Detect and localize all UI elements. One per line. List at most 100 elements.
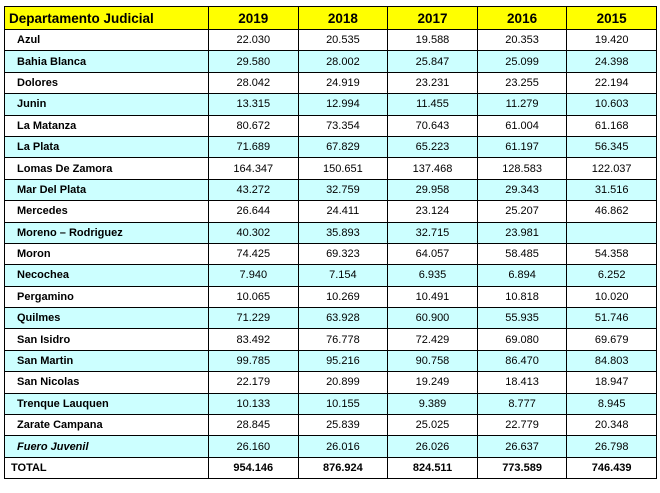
table-row: Moreno – Rodriguez 40.302 35.893 32.715 23.9… xyxy=(4,221,657,244)
table-row: Dolores 28.042 24.919 23.231 23.255 22.194 xyxy=(4,71,657,95)
table-row: Quilmes 71.229 63.928 60.900 55.935 51.746 xyxy=(4,307,657,330)
department-name-cell: La Matanza xyxy=(4,114,209,137)
value-cell: 25.207 xyxy=(476,200,568,223)
value-cell: 10.065 xyxy=(208,285,299,309)
value-cell: 61.197 xyxy=(476,135,568,159)
value-cell: 6.894 xyxy=(476,264,568,287)
header-row: Departamento Judicial 2019 2018 2017 201… xyxy=(4,6,657,30)
value-cell: 99.785 xyxy=(208,349,299,373)
value-cell: 83.492 xyxy=(208,328,299,351)
value-cell: 32.715 xyxy=(387,221,478,244)
value-cell: 25.847 xyxy=(387,50,478,73)
value-cell: 64.057 xyxy=(387,242,478,266)
value-cell: 128.583 xyxy=(476,157,568,180)
value-cell: 20.899 xyxy=(297,371,389,394)
value-cell: 25.099 xyxy=(476,50,568,73)
value-cell: 60.900 xyxy=(387,307,478,330)
table-row: Necochea 7.940 7.154 6.935 6.894 6.252 xyxy=(4,264,657,287)
value-cell: 70.643 xyxy=(387,114,478,137)
table-row: Azul 22.030 20.535 19.588 20.353 19.420 xyxy=(4,28,657,52)
value-cell: 24.411 xyxy=(297,200,389,223)
value-cell: 26.016 xyxy=(297,435,389,458)
department-name-cell: Bahia Blanca xyxy=(4,50,209,73)
table-row: La Plata 71.689 67.829 65.223 61.197 56.345 xyxy=(4,135,657,159)
department-name-cell: San Martin xyxy=(4,349,209,373)
value-cell: 824.511 xyxy=(387,456,478,480)
value-cell: 10.491 xyxy=(387,285,478,309)
value-cell: 8.945 xyxy=(566,392,657,416)
table-row: Lomas De Zamora 164.347 150.651 137.468 128.… xyxy=(4,157,657,180)
value-cell: 29.958 xyxy=(387,178,478,202)
column-header-year: 2017 xyxy=(387,6,478,30)
value-cell: 72.429 xyxy=(387,328,478,351)
value-cell: 32.759 xyxy=(297,178,389,202)
value-cell: 12.994 xyxy=(297,93,389,116)
department-name-cell: Azul xyxy=(4,28,209,52)
department-name-cell: Quilmes xyxy=(4,307,209,330)
value-cell: 80.672 xyxy=(208,114,299,137)
column-header-year: 2015 xyxy=(566,6,657,30)
value-cell: 10.269 xyxy=(297,285,389,309)
value-cell: 6.935 xyxy=(387,264,478,287)
value-cell: 71.689 xyxy=(208,135,299,159)
value-cell: 10.020 xyxy=(566,285,657,309)
value-cell: 35.893 xyxy=(297,221,389,244)
value-cell: 22.779 xyxy=(476,414,568,437)
value-cell: 61.004 xyxy=(476,114,568,137)
value-cell: 773.589 xyxy=(476,456,568,480)
value-cell: 954.146 xyxy=(208,456,299,480)
judicial-departments-table-wrapper: Departamento Judicial 2019 2018 2017 201… xyxy=(4,6,657,480)
value-cell: 43.272 xyxy=(208,178,299,202)
value-cell: 19.420 xyxy=(566,28,657,52)
value-cell: 26.644 xyxy=(208,200,299,223)
value-cell: 95.216 xyxy=(297,349,389,373)
value-cell: 31.516 xyxy=(566,178,657,202)
department-name-cell: Junin xyxy=(4,93,209,116)
value-cell: 10.155 xyxy=(297,392,389,416)
value-cell: 58.485 xyxy=(476,242,568,266)
value-cell: 67.829 xyxy=(297,135,389,159)
value-cell: 9.389 xyxy=(387,392,478,416)
value-cell: 18.413 xyxy=(476,371,568,394)
value-cell: 164.347 xyxy=(208,157,299,180)
value-cell: 40.302 xyxy=(208,221,299,244)
value-cell: 7.940 xyxy=(208,264,299,287)
table-row: Mar Del Plata 43.272 32.759 29.958 29.343 31.… xyxy=(4,178,657,202)
table-row: Zarate Campana 28.845 25.839 25.025 22.779 20… xyxy=(4,414,657,437)
value-cell: 90.758 xyxy=(387,349,478,373)
value-cell: 71.229 xyxy=(208,307,299,330)
value-cell: 122.037 xyxy=(566,157,657,180)
value-cell: 86.470 xyxy=(476,349,568,373)
value-cell: 6.252 xyxy=(566,264,657,287)
value-cell: 876.924 xyxy=(297,456,389,480)
table-row: Bahia Blanca 29.580 28.002 25.847 25.099 24.3… xyxy=(4,50,657,73)
value-cell: 11.279 xyxy=(476,93,568,116)
value-cell: 63.928 xyxy=(297,307,389,330)
value-cell: 19.588 xyxy=(387,28,478,52)
value-cell: 11.455 xyxy=(387,93,478,116)
department-name-cell: Necochea xyxy=(4,264,209,287)
value-cell: 8.777 xyxy=(476,392,568,416)
value-cell: 10.603 xyxy=(566,93,657,116)
value-cell: 18.947 xyxy=(566,371,657,394)
value-cell: 24.919 xyxy=(297,71,389,95)
department-name-cell: Pergamino xyxy=(4,285,209,309)
department-name-cell: Dolores xyxy=(4,71,209,95)
value-cell: 61.168 xyxy=(566,114,657,137)
department-name-cell: Mercedes xyxy=(4,200,209,223)
value-cell: 150.651 xyxy=(297,157,389,180)
column-header-year: 2016 xyxy=(476,6,568,30)
value-cell: 10.133 xyxy=(208,392,299,416)
table-row: Junin 13.315 12.994 11.455 11.279 10.603 xyxy=(4,93,657,116)
value-cell: 69.323 xyxy=(297,242,389,266)
table-row: Pergamino 10.065 10.269 10.491 10.818 10.020 xyxy=(4,285,657,309)
value-cell: 22.194 xyxy=(566,71,657,95)
department-name-cell: Mar Del Plata xyxy=(4,178,209,202)
value-cell: 84.803 xyxy=(566,349,657,373)
value-cell: 28.042 xyxy=(208,71,299,95)
department-name-cell: Zarate Campana xyxy=(4,414,209,437)
value-cell: 10.818 xyxy=(476,285,568,309)
value-cell: 23.255 xyxy=(476,71,568,95)
department-name-cell: Lomas De Zamora xyxy=(4,157,209,180)
column-header-department: Departamento Judicial xyxy=(4,6,209,30)
